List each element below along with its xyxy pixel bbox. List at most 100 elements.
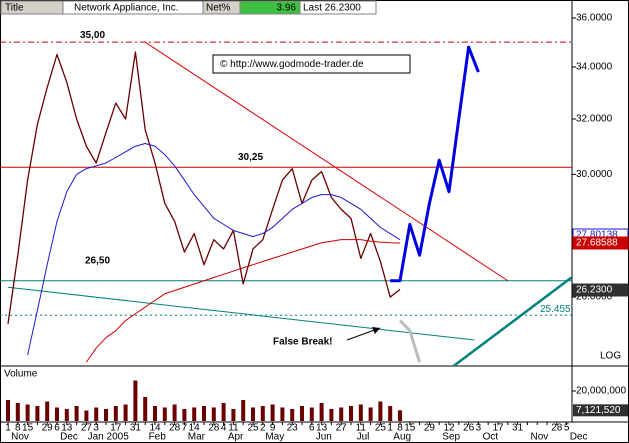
volume-tag — [573, 404, 628, 417]
x-tick-label: 7 — [182, 423, 188, 434]
x-tick-label: 15 — [404, 423, 416, 434]
level-label: 35,00 — [80, 30, 105, 41]
y-tick-label: 30.0000 — [576, 169, 613, 180]
x-tick-label: 15 — [22, 423, 34, 434]
month-label: Mar — [188, 432, 206, 443]
last-cell — [299, 0, 377, 15]
month-label: Feb — [149, 432, 167, 443]
volume-bar — [25, 404, 30, 421]
volume-bar — [143, 397, 148, 421]
x-tick-label: 17 — [492, 423, 504, 434]
volume-bar — [153, 406, 157, 421]
volume-bar — [104, 409, 108, 421]
x-tick-label: 25 — [247, 423, 259, 434]
y-tick-label: 34.0000 — [576, 62, 613, 73]
x-tick-label: 2 — [260, 423, 266, 434]
x-tick-label: 26 — [463, 423, 475, 434]
watermark-text: © http://www.godmode-trader.de — [220, 59, 364, 70]
month-label: Nov — [531, 432, 549, 443]
price-tag — [572, 236, 629, 250]
series-line — [85, 239, 401, 363]
watermark: © http://www.godmode-trader.de — [212, 54, 411, 74]
volume-tag-label: 7,121,520 — [576, 405, 621, 416]
x-tick-label: 28 — [551, 423, 563, 434]
symbol-name: Network Appliance, Inc. — [74, 3, 179, 14]
x-tick-label: 8 — [15, 423, 21, 434]
title-label: Title — [5, 3, 24, 14]
last-price: Last 26.2300 — [303, 3, 361, 14]
volume-bar — [221, 403, 226, 421]
volume-bar — [162, 407, 167, 421]
volume-bar — [94, 407, 99, 421]
volume-tick-label: 20,000,000 — [576, 386, 626, 397]
volume-bar — [45, 401, 50, 421]
volume-bar — [211, 407, 216, 421]
volume-bar — [241, 400, 246, 421]
header: Title Network Appliance, Inc. Net% 3.96 … — [0, 0, 377, 15]
x-tick-label: 28 — [208, 423, 220, 434]
x-tick-label: 11 — [356, 423, 367, 434]
x-tick-label: 13 — [61, 423, 73, 434]
x-tick-label: 5 — [564, 423, 570, 434]
volume-bar — [231, 409, 236, 421]
x-tick-label: 12 — [443, 423, 455, 434]
annotation-arrowhead — [372, 327, 380, 334]
net-label: Net% — [206, 3, 231, 14]
x-tick-label: 3 — [476, 423, 482, 434]
x-tick-label: 27 — [81, 423, 93, 434]
month-label: Jul — [357, 432, 370, 443]
volume-bar — [133, 380, 138, 421]
month-label: Oct — [483, 432, 499, 443]
x-tick-label: 9 — [270, 423, 276, 434]
month-label: Dec — [60, 432, 78, 443]
volume-bar — [15, 403, 20, 421]
y-tick-label: 32.0000 — [576, 114, 613, 125]
month-label: Jan 2005 — [88, 432, 130, 443]
volume-bar — [398, 410, 402, 421]
volume-bar — [378, 401, 383, 421]
x-tick-label: 6 — [309, 423, 315, 434]
price-tag-label: 27.68588 — [576, 238, 618, 249]
volume-bar — [260, 406, 265, 421]
x-tick-label: 23 — [287, 423, 299, 434]
y-tick-label: 26.0000 — [576, 292, 613, 303]
scale-note: LOG — [600, 351, 621, 362]
month-label: May — [265, 432, 284, 443]
x-tick-label: 27 — [336, 423, 348, 434]
x-tick-label: 31 — [130, 423, 142, 434]
volume-bar — [64, 409, 69, 421]
x-tick-label: 6 — [54, 423, 60, 434]
volume-bar — [339, 407, 344, 421]
x-tick-label: 31 — [512, 423, 524, 434]
volume-bar — [113, 406, 118, 421]
volume-bar — [270, 404, 275, 421]
volume-title: Volume — [4, 369, 38, 380]
x-tick-label: 14 — [189, 423, 201, 434]
x-tick-label: 13 — [316, 423, 328, 434]
x-tick-label: 4 — [221, 423, 227, 434]
volume-bar — [6, 400, 10, 421]
watermark-box — [212, 54, 411, 74]
x-tick-label: 1 — [387, 423, 393, 434]
month-label: Dec — [570, 432, 588, 443]
month-label: Aug — [393, 432, 411, 443]
x-tick-label: 28 — [169, 423, 181, 434]
volume-bar — [123, 404, 128, 421]
volume-bar — [202, 406, 206, 421]
x-tick-label: 29 — [424, 423, 436, 434]
volume-bar — [182, 409, 187, 421]
trend-line — [144, 41, 509, 282]
volume-bar — [74, 406, 79, 421]
month-label: Sep — [442, 432, 460, 443]
volume-bar — [329, 409, 334, 421]
volume-bar — [192, 407, 197, 421]
volume-bar — [319, 403, 324, 421]
x-tick-label: 14 — [149, 423, 161, 434]
month-label: Jun — [316, 432, 332, 443]
volume-bar — [290, 409, 295, 421]
volume-bar — [358, 404, 363, 421]
volume-bar — [55, 407, 59, 421]
volume-bar — [84, 410, 89, 421]
